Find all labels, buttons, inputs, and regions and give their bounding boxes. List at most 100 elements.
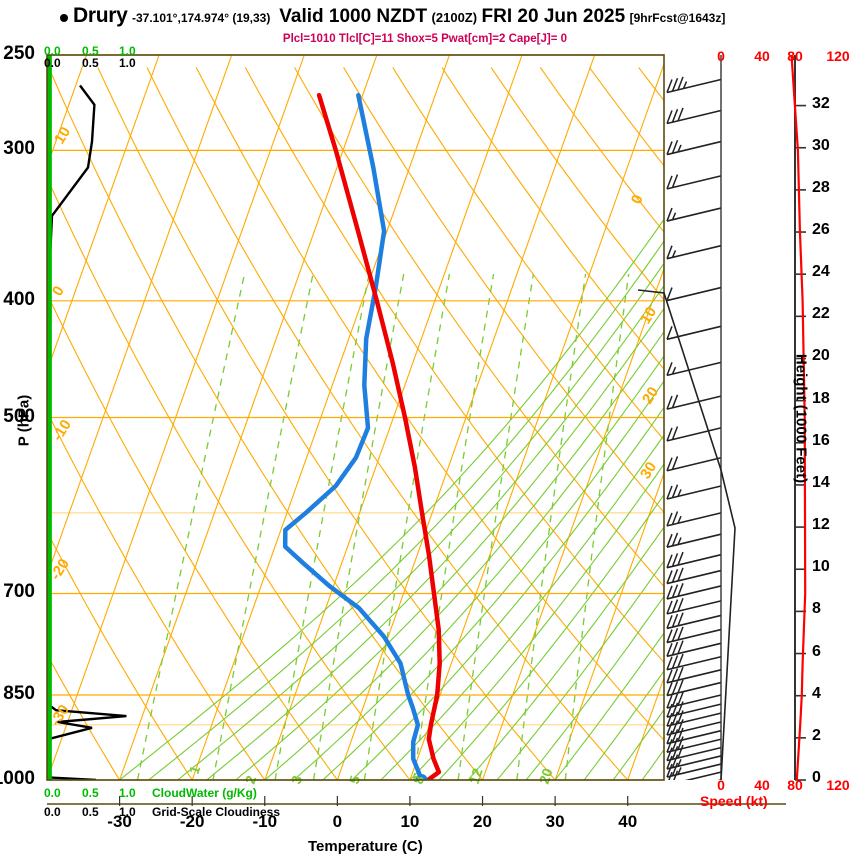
- cloudiness-bottom-tick-1: 0.5: [82, 805, 99, 819]
- wind-barb: [666, 484, 722, 500]
- wind-barb-panel: [666, 76, 722, 792]
- dewpoint-profile: [282, 92, 424, 780]
- cloudwater-bottom-tick-0: 0.0: [44, 786, 61, 800]
- wind-barb-shaft: [666, 763, 722, 778]
- sounding-profiles: [282, 92, 442, 780]
- wind-barb-full: [666, 656, 673, 670]
- wind-barb-full: [677, 597, 684, 612]
- dry-adiabat: [343, 67, 664, 514]
- wind-barb-full: [671, 456, 679, 470]
- wind-barb-full: [671, 484, 679, 498]
- grid-label: 12: [466, 766, 486, 786]
- wind-barb-shaft: [666, 569, 722, 585]
- dry-adiabat: [146, 67, 629, 780]
- wind-barb: [666, 626, 722, 644]
- speed-tick-40: 40: [754, 48, 770, 64]
- wind-barb-shaft: [666, 325, 722, 341]
- wind-barb: [666, 640, 722, 658]
- wind-barb-full: [673, 770, 679, 780]
- wind-barb: [666, 583, 722, 600]
- wind-barb-shaft: [666, 614, 722, 630]
- wind-barb-full: [671, 693, 679, 707]
- cloudiness-axis-title: Grid-Scale Cloudiness: [152, 805, 281, 819]
- moist-adiabat: [467, 526, 664, 780]
- wind-barb-shaft: [666, 140, 722, 156]
- pressure-tick-850: 850: [3, 683, 35, 704]
- wind-barb-full: [666, 738, 673, 753]
- wind-barb-half: [671, 366, 677, 375]
- height-tick-4: 4: [812, 684, 821, 702]
- cloudwater-bottom-tick-1: 0.5: [82, 786, 99, 800]
- wind-barb: [666, 710, 722, 727]
- wind-barb-full: [671, 553, 679, 567]
- wind-barb-shaft: [666, 361, 722, 377]
- wind-barb-half: [677, 767, 682, 775]
- wind-barb-full: [671, 394, 679, 409]
- wind-barb-full: [666, 326, 673, 340]
- moist-adiabat: [641, 748, 664, 780]
- height-tick-26: 26: [812, 221, 830, 239]
- wind-barb: [666, 727, 722, 745]
- mixing-ratio-line: [274, 273, 370, 780]
- moist-adiabat: [525, 595, 664, 780]
- grid-label: 10: [637, 304, 660, 327]
- wind-barb-full: [671, 754, 679, 768]
- speed-tick-120: 120: [826, 48, 850, 64]
- wind-barb-full: [666, 512, 673, 527]
- wind-barb-full: [666, 457, 673, 472]
- wind-barb-full: [671, 599, 679, 613]
- dry-adiabat: [490, 67, 664, 301]
- wind-barb: [666, 532, 722, 548]
- wind-barb-full: [666, 763, 673, 778]
- wind-barb-full: [666, 755, 673, 770]
- wind-barb: [666, 511, 722, 527]
- wind-barb-full: [677, 736, 684, 750]
- moist-adiabat: [177, 262, 664, 780]
- wind-barb: [666, 666, 722, 684]
- wind-barb-half: [673, 785, 676, 792]
- wind-barb: [666, 762, 722, 778]
- wind-barb-shaft: [666, 729, 722, 745]
- grid-label: 10: [51, 124, 74, 147]
- wind-barb-full: [666, 585, 673, 600]
- wind-barb-full: [666, 175, 673, 190]
- wind-barb-full: [666, 669, 673, 684]
- pressure-tick-700: 700: [3, 581, 35, 603]
- wind-barb-shaft: [666, 395, 722, 410]
- speed-tick-40: 40: [754, 777, 770, 793]
- temperature-axis-label: Temperature (C): [308, 838, 423, 855]
- plot-frame: [46, 54, 665, 781]
- wind-barb-full: [666, 712, 673, 727]
- wind-barb-full: [677, 640, 684, 654]
- wind-barb: [666, 736, 722, 754]
- moist-adiabat: [206, 284, 664, 780]
- wind-barb-full: [666, 694, 673, 709]
- wind-barb-full: [668, 771, 673, 780]
- wind-barb-full: [671, 613, 679, 628]
- wind-barb: [666, 286, 722, 302]
- height-tick-20: 20: [812, 347, 830, 365]
- valid-time-zulu: (2100Z): [431, 10, 478, 25]
- cloudiness-bottom-tick-2: 1.0: [119, 805, 136, 819]
- wind-barb-full: [677, 583, 684, 597]
- wind-barb-full: [666, 554, 673, 568]
- wind-barb: [666, 754, 722, 770]
- wind-barb-half: [677, 537, 682, 545]
- dry-adiabat: [47, 176, 411, 780]
- height-tick-16: 16: [812, 431, 830, 449]
- cloud-traces: [47, 55, 127, 780]
- wind-barb: [666, 551, 722, 569]
- wind-barb-shaft: [666, 485, 722, 500]
- wind-barb-full: [677, 679, 684, 694]
- mixing-ratio-line: [516, 273, 587, 780]
- wind-barb: [666, 325, 722, 341]
- wind-barb: [666, 139, 722, 156]
- wind-barb-shaft: [666, 712, 722, 727]
- wind-barb: [666, 244, 722, 260]
- wind-barb: [666, 719, 722, 736]
- wind-barb-shaft: [666, 746, 722, 762]
- height-curve: [790, 55, 807, 780]
- height-tick-14: 14: [812, 473, 830, 491]
- wind-barb-shaft: [666, 738, 722, 754]
- wind-barb-half: [677, 515, 682, 524]
